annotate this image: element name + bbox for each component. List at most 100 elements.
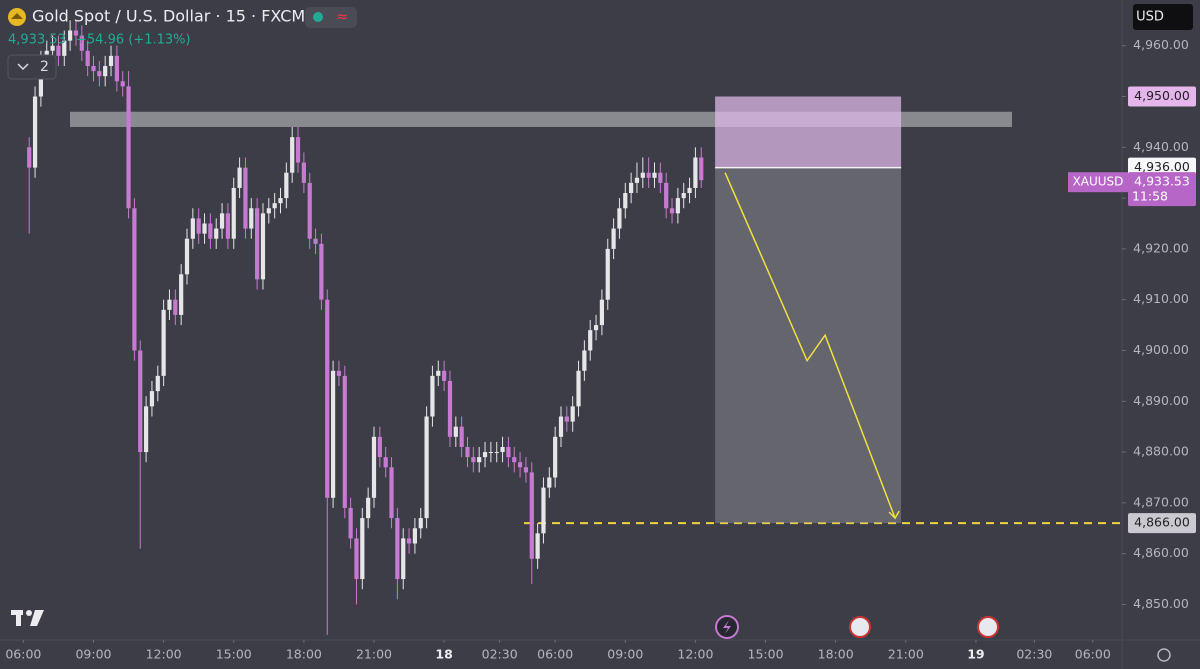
y-tick-label: 4,850.00	[1133, 596, 1189, 611]
candle-body	[494, 452, 499, 454]
event-icon[interactable]	[849, 616, 871, 638]
candle-body	[260, 213, 266, 280]
candle-body	[541, 487, 546, 534]
candle-body	[553, 436, 558, 478]
last-price-tag: 4,933.53	[1134, 174, 1190, 189]
candle-body	[290, 137, 295, 173]
candle-body	[32, 96, 38, 168]
candle-body	[342, 375, 347, 508]
indicators-toggle[interactable]	[7, 54, 57, 80]
settings-icon[interactable]	[1157, 648, 1171, 662]
candle-body	[301, 162, 306, 183]
stop-tag-bg	[1128, 86, 1196, 107]
candle-body	[482, 452, 488, 458]
projection-path	[724, 172, 896, 519]
candle-body	[108, 55, 114, 67]
candle-body	[593, 325, 599, 331]
stop-tag: 4,950.00	[1134, 88, 1190, 103]
candle-body	[401, 538, 406, 580]
candle-body	[640, 172, 645, 178]
candle-body	[208, 223, 213, 239]
candle-body	[173, 299, 178, 315]
candle-body	[535, 533, 540, 559]
candle-body	[447, 380, 453, 437]
candle-body	[85, 50, 90, 67]
chevron	[17, 63, 29, 71]
y-tick-label: 4,960.00	[1133, 37, 1189, 52]
y-tick-label: 4,910.00	[1133, 291, 1189, 306]
x-tick-label: 21:00	[356, 647, 392, 662]
event-icon-bolt	[723, 620, 731, 634]
candle-body	[56, 45, 61, 56]
candle-body	[167, 299, 172, 310]
event-icon[interactable]	[977, 616, 999, 638]
candle-body	[278, 198, 283, 204]
candle-body	[138, 350, 143, 453]
candle-body	[295, 137, 301, 163]
candle-body	[599, 299, 605, 326]
logo-part	[26, 610, 32, 616]
candle-body	[114, 55, 119, 82]
candle-body	[126, 86, 131, 209]
last-price-tag-bg	[1128, 172, 1196, 207]
candle-body	[62, 40, 67, 56]
target-tag-bg	[1128, 513, 1196, 534]
candle-body	[611, 228, 616, 249]
candle-body	[190, 218, 195, 239]
data-icon: ≈	[336, 8, 349, 26]
candle-body	[225, 213, 231, 239]
market-open-icon	[313, 12, 323, 22]
candle-body	[418, 518, 423, 529]
candle-body	[453, 426, 458, 437]
candle-body	[336, 370, 342, 376]
candle-body	[412, 528, 418, 544]
candle-body	[132, 208, 137, 351]
symbol-tag-bg	[1068, 172, 1128, 193]
candle-body	[576, 370, 581, 407]
candle-body	[617, 208, 622, 229]
risk-zone	[715, 96, 902, 168]
x-tick-label: 09:00	[607, 647, 643, 662]
candle-body	[529, 472, 534, 559]
candle-body	[406, 538, 412, 544]
indicator-count: 2	[40, 59, 49, 75]
logo-part	[16, 610, 21, 626]
candle-body	[675, 198, 680, 214]
symbol-logo-mark	[11, 13, 23, 19]
y-tick-label: 4,900.00	[1133, 342, 1189, 357]
candle-body	[517, 462, 523, 468]
candle-body	[588, 330, 593, 351]
candle-body	[664, 182, 669, 209]
x-tick-label: 06:00	[537, 647, 573, 662]
candle-body	[231, 187, 236, 239]
candle-body	[646, 172, 651, 178]
x-tick-label: 02:30	[1016, 647, 1052, 662]
candle-body	[354, 538, 359, 580]
candle-body	[582, 350, 587, 371]
candle-body	[50, 45, 55, 51]
x-tick-label: 19	[967, 647, 984, 662]
candle-body	[266, 208, 271, 214]
x-tick-label: 06:00	[1075, 647, 1111, 662]
x-tick-label: 06:00	[5, 647, 41, 662]
candle-body	[634, 177, 640, 183]
candle-body	[512, 457, 517, 463]
candle-body	[371, 436, 377, 498]
logo-part	[30, 610, 44, 626]
candle-body	[255, 208, 260, 280]
candle-body	[179, 274, 184, 315]
y-tick-label: 4,890.00	[1133, 393, 1189, 408]
candle-body	[395, 518, 400, 580]
y-tick-label: 4,870.00	[1133, 494, 1189, 509]
candle-body	[155, 375, 160, 392]
candle-body	[699, 157, 704, 181]
candle-body	[658, 172, 663, 183]
x-tick-label: 12:00	[677, 647, 713, 662]
currency-button[interactable]	[1133, 4, 1193, 30]
x-tick-label: 09:00	[75, 647, 111, 662]
candle-body	[488, 452, 493, 454]
candle-body	[623, 193, 628, 209]
